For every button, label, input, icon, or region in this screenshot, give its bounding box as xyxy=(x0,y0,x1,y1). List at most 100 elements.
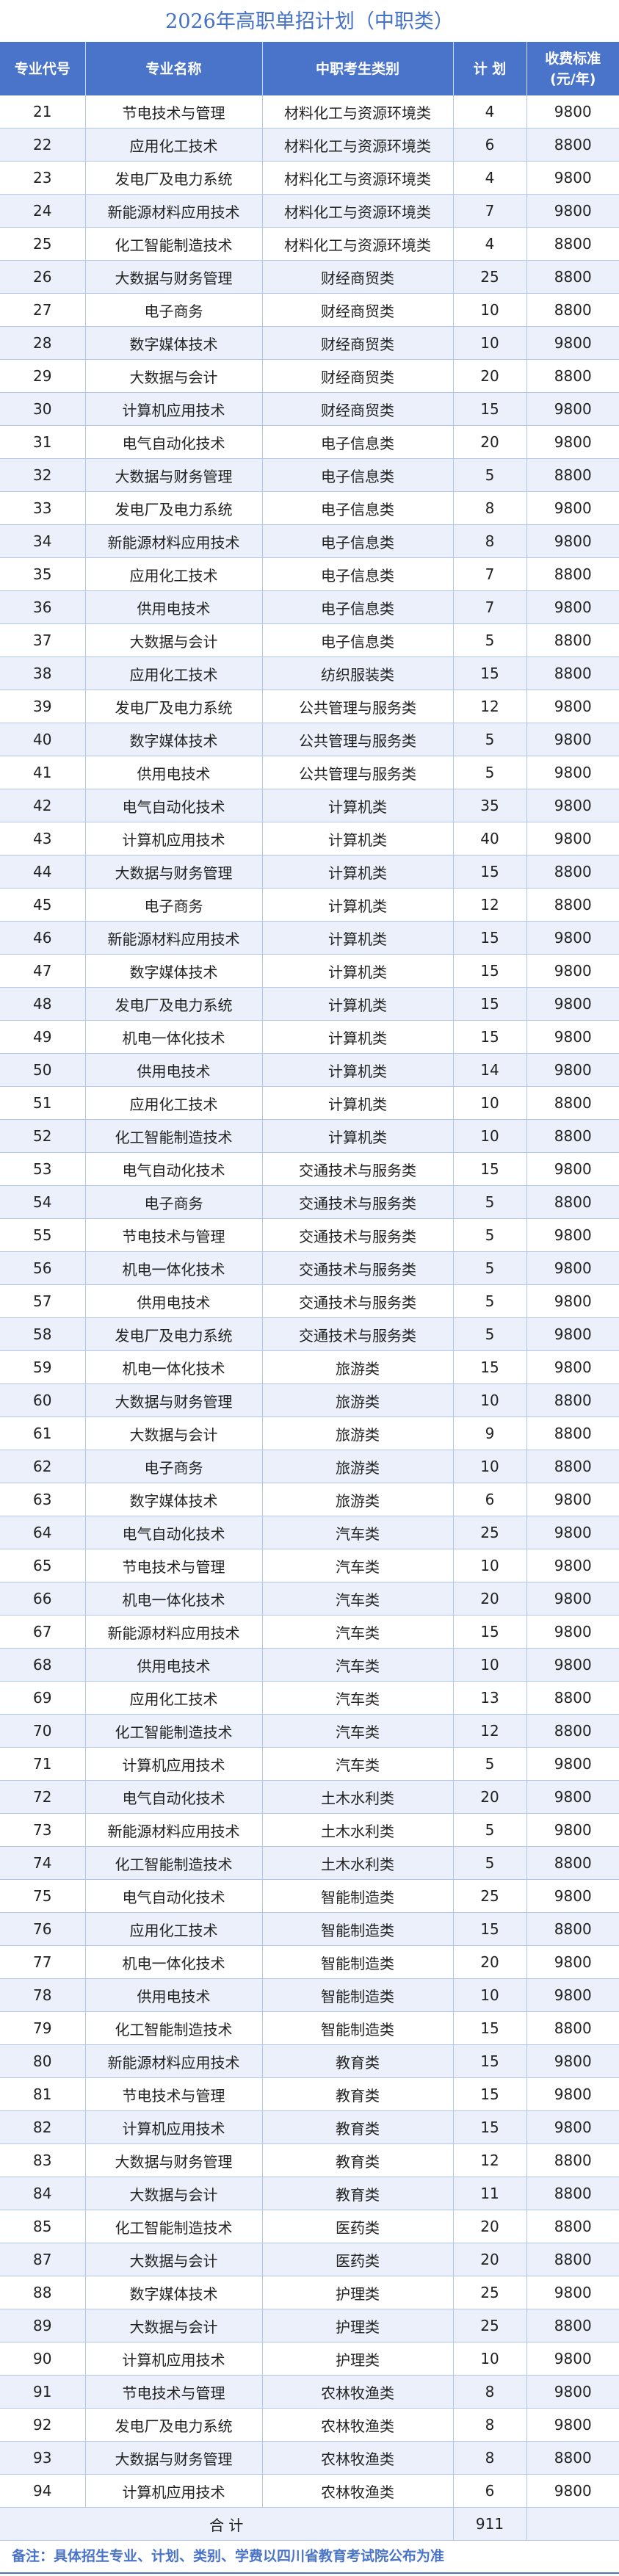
table-row: 75 电气自动化技术 智能制造类 25 9800 xyxy=(0,1879,619,1913)
cell-plan: 4 xyxy=(453,227,527,261)
table-row: 64 电气自动化技术 汽车类 25 9800 xyxy=(0,1516,619,1549)
cell-code: 94 xyxy=(0,2474,86,2508)
cell-major: 节电技术与管理 xyxy=(85,2077,263,2111)
cell-code: 30 xyxy=(0,392,86,426)
cell-plan: 15 xyxy=(453,392,527,426)
cell-fee: 8800 xyxy=(526,2011,619,2045)
cell-code: 46 xyxy=(0,921,86,955)
cell-category: 交通技术与服务类 xyxy=(262,1218,454,1252)
cell-category: 智能制造类 xyxy=(262,1945,454,1979)
cell-plan: 5 xyxy=(453,1251,527,1285)
table-row: 59 机电一体化技术 旅游类 15 9800 xyxy=(0,1350,619,1384)
cell-plan: 20 xyxy=(453,1780,527,1814)
cell-code: 65 xyxy=(0,1549,86,1582)
header-fee: 收费标准 (元/年) xyxy=(526,42,619,95)
cell-code: 82 xyxy=(0,2110,86,2144)
cell-fee: 8800 xyxy=(526,623,619,657)
cell-category: 计算机类 xyxy=(262,921,454,955)
cell-major: 电子商务 xyxy=(85,1450,263,1483)
table-row: 36 供用电技术 电子信息类 7 9800 xyxy=(0,590,619,624)
table-row: 73 新能源材料应用技术 土木水利类 5 9800 xyxy=(0,1813,619,1847)
cell-code: 25 xyxy=(0,227,86,261)
cell-category: 医药类 xyxy=(262,2243,454,2276)
cell-fee: 9800 xyxy=(526,95,619,129)
cell-fee: 9800 xyxy=(526,1648,619,1682)
cell-fee: 9800 xyxy=(526,524,619,558)
cell-code: 56 xyxy=(0,1251,86,1285)
cell-plan: 7 xyxy=(453,194,527,228)
cell-plan: 5 xyxy=(453,1284,527,1318)
cell-category: 材料化工与资源环境类 xyxy=(262,194,454,228)
cell-plan: 15 xyxy=(453,1615,527,1649)
table-row: 38 应用化工技术 纺织服装类 15 8800 xyxy=(0,656,619,690)
cell-code: 89 xyxy=(0,2309,86,2342)
cell-major: 机电一体化技术 xyxy=(85,1582,263,1616)
cell-category: 旅游类 xyxy=(262,1483,454,1516)
cell-fee: 8800 xyxy=(526,1450,619,1483)
cell-fee: 8800 xyxy=(526,656,619,690)
cell-category: 智能制造类 xyxy=(262,2011,454,2045)
table-row: 31 电气自动化技术 电子信息类 20 9800 xyxy=(0,425,619,459)
cell-major: 机电一体化技术 xyxy=(85,1251,263,1285)
table-row: 29 大数据与会计 财经商贸类 20 8800 xyxy=(0,359,619,393)
table-row: 78 供用电技术 智能制造类 10 9800 xyxy=(0,1978,619,2012)
cell-plan: 20 xyxy=(453,359,527,393)
table-row: 55 节电技术与管理 交通技术与服务类 5 9800 xyxy=(0,1218,619,1252)
cell-major: 大数据与财务管理 xyxy=(85,458,263,492)
cell-major: 大数据与会计 xyxy=(85,359,263,393)
table-row: 32 大数据与财务管理 电子信息类 5 8800 xyxy=(0,458,619,492)
cell-code: 42 xyxy=(0,789,86,822)
cell-plan: 20 xyxy=(453,2210,527,2243)
cell-category: 材料化工与资源环境类 xyxy=(262,161,454,195)
cell-major: 大数据与会计 xyxy=(85,2309,263,2342)
cell-fee: 8800 xyxy=(526,2441,619,2475)
cell-major: 发电厂及电力系统 xyxy=(85,2408,263,2442)
cell-plan: 8 xyxy=(453,524,527,558)
cell-fee: 9800 xyxy=(526,590,619,624)
cell-fee: 8800 xyxy=(526,2309,619,2342)
cell-fee: 8800 xyxy=(526,2177,619,2210)
cell-fee: 9800 xyxy=(526,392,619,426)
cell-category: 汽车类 xyxy=(262,1648,454,1682)
cell-category: 教育类 xyxy=(262,2110,454,2144)
cell-plan: 5 xyxy=(453,1218,527,1252)
table-row: 58 发电厂及电力系统 交通技术与服务类 5 9800 xyxy=(0,1317,619,1351)
cell-plan: 5 xyxy=(453,623,527,657)
cell-code: 38 xyxy=(0,656,86,690)
header-plan: 计 划 xyxy=(453,42,527,95)
cell-code: 53 xyxy=(0,1152,86,1186)
table-row: 25 化工智能制造技术 材料化工与资源环境类 4 8800 xyxy=(0,227,619,261)
cell-fee: 8800 xyxy=(526,1681,619,1715)
cell-major: 发电厂及电力系统 xyxy=(85,161,263,195)
footnote: 备注：具体招生专业、计划、类别、学费以四川省教育考试院公布为准 xyxy=(0,2541,619,2574)
cell-category: 电子信息类 xyxy=(262,458,454,492)
table-row: 90 计算机应用技术 护理类 10 9800 xyxy=(0,2342,619,2376)
cell-code: 62 xyxy=(0,1450,86,1483)
cell-plan: 25 xyxy=(453,2309,527,2342)
cell-category: 智能制造类 xyxy=(262,1978,454,2012)
cell-plan: 5 xyxy=(453,1185,527,1219)
cell-code: 92 xyxy=(0,2408,86,2442)
cell-fee: 8800 xyxy=(526,855,619,889)
table-row: 57 供用电技术 交通技术与服务类 5 9800 xyxy=(0,1284,619,1318)
cell-plan: 5 xyxy=(453,756,527,789)
cell-fee: 9800 xyxy=(526,161,619,195)
cell-fee: 9800 xyxy=(526,2077,619,2111)
table-row: 26 大数据与财务管理 财经商贸类 25 8800 xyxy=(0,260,619,294)
cell-code: 77 xyxy=(0,1945,86,1979)
cell-code: 61 xyxy=(0,1417,86,1450)
cell-major: 电气自动化技术 xyxy=(85,789,263,822)
cell-code: 73 xyxy=(0,1813,86,1847)
cell-fee: 8800 xyxy=(526,458,619,492)
table-row: 47 数字媒体技术 计算机类 15 9800 xyxy=(0,954,619,988)
cell-fee: 8800 xyxy=(526,1714,619,1748)
cell-plan: 15 xyxy=(453,2110,527,2144)
cell-fee: 8800 xyxy=(526,359,619,393)
table-row: 60 大数据与财务管理 旅游类 10 8800 xyxy=(0,1383,619,1417)
cell-plan: 40 xyxy=(453,822,527,855)
cell-plan: 15 xyxy=(453,855,527,889)
cell-plan: 25 xyxy=(453,260,527,294)
cell-code: 57 xyxy=(0,1284,86,1318)
cell-code: 24 xyxy=(0,194,86,228)
cell-major: 新能源材料应用技术 xyxy=(85,194,263,228)
